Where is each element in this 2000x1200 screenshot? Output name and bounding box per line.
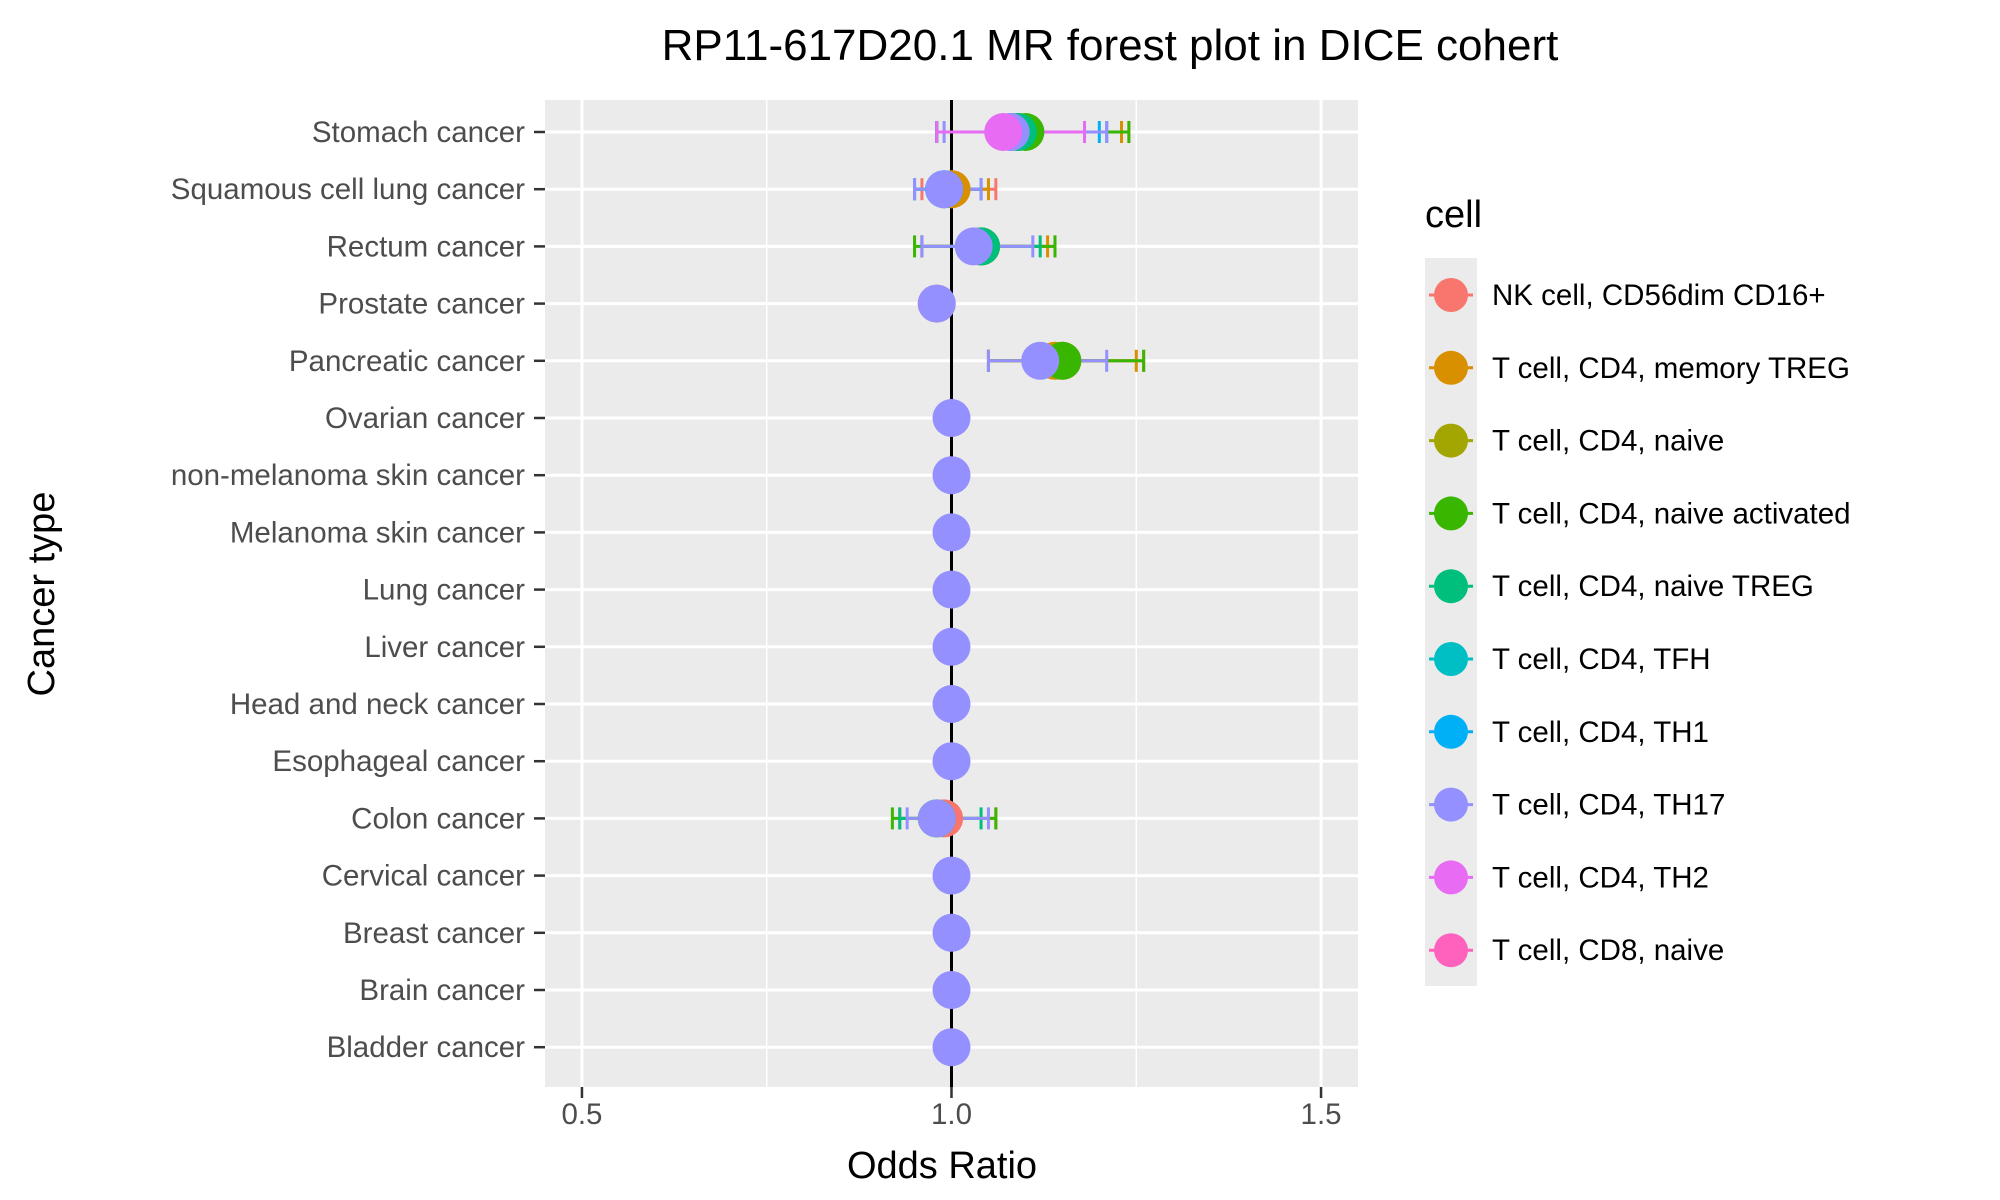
y-tick-label: Breast cancer: [343, 917, 525, 950]
data-point: [932, 570, 971, 609]
y-tick-label: Squamous cell lung cancer: [171, 173, 525, 206]
data-point: [984, 113, 1023, 151]
legend-key-point: [1434, 496, 1468, 531]
y-tick-label: Head and neck cancer: [230, 688, 525, 721]
legend-label: T cell, CD4, naive: [1492, 425, 1724, 458]
legend-label: NK cell, CD56dim CD16+: [1492, 279, 1826, 312]
y-tick-label: Cervical cancer: [322, 860, 525, 893]
y-tick-label: Ovarian cancer: [325, 402, 525, 435]
legend-items: NK cell, CD56dim CD16+ T cell, CD4, memor…: [1429, 278, 1851, 968]
data-points: [917, 113, 1082, 1067]
y-tick-label: Brain cancer: [359, 974, 525, 1007]
y-axis: Stomach cancer Squamous cell lung cancer R…: [171, 116, 545, 1064]
x-tick-label: 1.5: [1301, 1098, 1342, 1131]
legend-key-point: [1434, 423, 1468, 458]
legend-label: T cell, CD4, TH1: [1492, 716, 1709, 749]
data-point: [932, 627, 971, 666]
x-axis: 0.5 1.0 1.5: [561, 1087, 1342, 1131]
legend-label: T cell, CD4, TH17: [1492, 789, 1725, 822]
y-tick-label: Melanoma skin cancer: [230, 516, 525, 549]
legend-key-point: [1434, 714, 1468, 749]
legend-label: T cell, CD4, memory TREG: [1492, 352, 1850, 385]
legend-key-point: [1434, 278, 1468, 312]
legend-key-point: [1434, 350, 1468, 385]
legend-key-point: [1434, 569, 1468, 604]
legend-label: T cell, CD4, TH2: [1492, 861, 1709, 894]
legend-label: T cell, CD4, naive TREG: [1492, 570, 1814, 603]
legend-key-point: [1434, 642, 1468, 676]
data-point: [917, 284, 956, 323]
y-tick-label: non-melanoma skin cancer: [171, 459, 525, 492]
legend-label: T cell, CD8, naive: [1492, 934, 1724, 967]
data-point: [932, 971, 971, 1009]
y-tick-label: Colon cancer: [351, 802, 525, 835]
y-tick-label: Bladder cancer: [327, 1031, 526, 1064]
data-point: [932, 1028, 971, 1067]
y-tick-label: Prostate cancer: [318, 288, 525, 321]
x-tick-label: 0.5: [561, 1098, 602, 1131]
data-point: [954, 227, 993, 266]
y-tick-label: Liver cancer: [364, 631, 525, 664]
data-point: [932, 913, 971, 952]
x-tick-label: 1.0: [931, 1098, 972, 1131]
data-point: [932, 513, 971, 552]
y-axis-title: Cancer type: [21, 492, 63, 697]
y-tick-label: Pancreatic cancer: [289, 345, 525, 378]
legend-key-point: [1434, 787, 1468, 822]
legend-label: T cell, CD4, TFH: [1492, 643, 1711, 676]
data-point: [932, 456, 971, 495]
y-tick-label: Lung cancer: [363, 574, 526, 607]
y-tick-label: Esophageal cancer: [272, 745, 525, 778]
x-axis-title: Odds Ratio: [847, 1145, 1037, 1187]
data-point: [932, 399, 971, 437]
data-point: [932, 742, 971, 781]
legend-label: T cell, CD4, naive activated: [1492, 497, 1851, 530]
legend-key-point: [1434, 860, 1468, 895]
data-point: [917, 799, 956, 838]
data-point: [1021, 341, 1060, 380]
data-point: [932, 856, 971, 895]
legend-title: cell: [1425, 194, 1482, 236]
data-point: [925, 170, 964, 209]
legend: cell NK cell, CD56dim CD16+ T cell, CD4, …: [1425, 194, 1851, 986]
chart-title: RP11-617D20.1 MR forest plot in DICE coh…: [662, 21, 1559, 70]
y-tick-label: Rectum cancer: [327, 230, 526, 263]
legend-key-point: [1434, 933, 1468, 968]
data-point: [932, 685, 971, 723]
y-tick-label: Stomach cancer: [312, 116, 525, 149]
